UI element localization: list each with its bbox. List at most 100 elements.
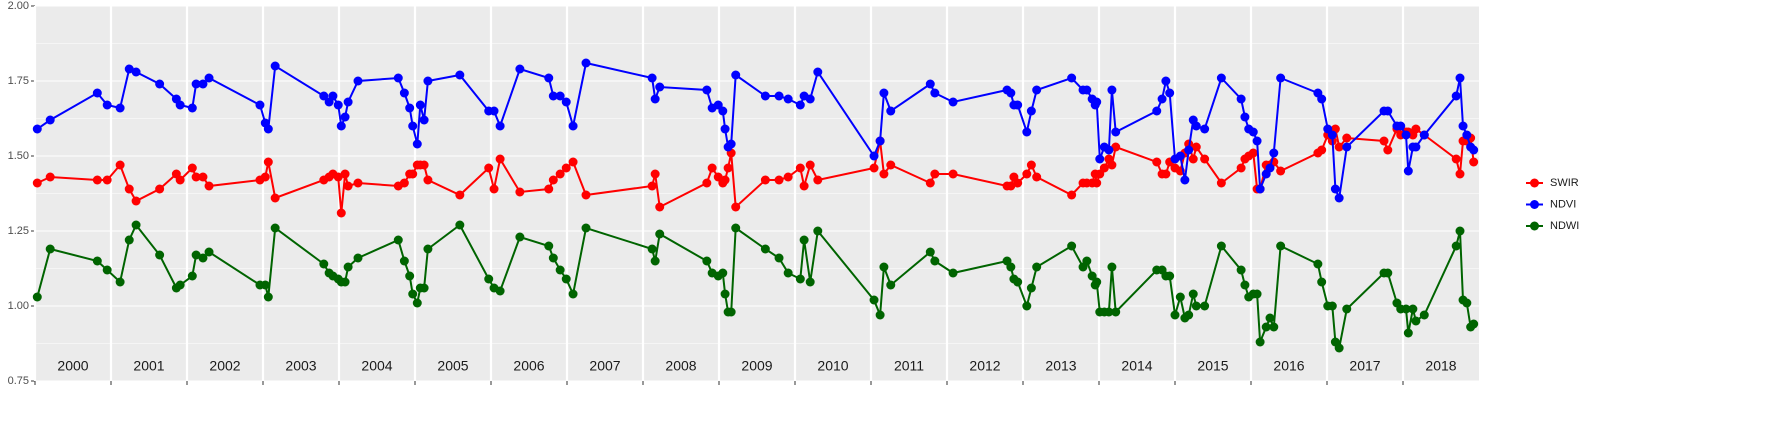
data-point xyxy=(260,280,270,290)
data-point xyxy=(1107,262,1117,272)
data-point xyxy=(393,235,403,245)
data-point xyxy=(399,256,409,266)
data-point xyxy=(720,124,730,134)
data-point xyxy=(1330,184,1340,194)
data-point xyxy=(115,277,125,287)
data-point xyxy=(1175,292,1185,302)
data-point xyxy=(1269,148,1279,158)
data-point xyxy=(930,256,940,266)
data-point xyxy=(405,271,415,281)
data-point xyxy=(92,88,102,98)
data-point xyxy=(1184,145,1194,155)
data-point xyxy=(343,97,353,107)
data-point xyxy=(1188,154,1198,164)
data-point xyxy=(707,163,717,173)
data-point xyxy=(1455,73,1465,83)
data-point xyxy=(102,100,112,110)
data-point xyxy=(1200,124,1210,134)
data-point xyxy=(799,181,809,191)
data-point xyxy=(353,253,363,263)
data-point xyxy=(1327,301,1337,311)
legend-key-point xyxy=(1530,178,1539,188)
year-label: 2003 xyxy=(285,358,316,374)
data-point xyxy=(1026,283,1036,293)
data-point xyxy=(419,115,429,125)
data-point xyxy=(191,172,201,182)
data-point xyxy=(1188,289,1198,299)
year-label: 2005 xyxy=(437,358,468,374)
data-point xyxy=(647,181,657,191)
year-label: 2013 xyxy=(1045,358,1076,374)
data-point xyxy=(408,169,418,179)
data-point xyxy=(1170,310,1180,320)
data-point xyxy=(1013,277,1023,287)
data-point xyxy=(1184,310,1194,320)
data-point xyxy=(175,175,185,185)
data-point xyxy=(1216,178,1226,188)
data-point xyxy=(399,88,409,98)
data-point xyxy=(1419,130,1429,140)
data-point xyxy=(813,67,823,77)
data-point xyxy=(1216,73,1226,83)
data-point xyxy=(1265,163,1275,173)
data-point xyxy=(544,73,554,83)
data-point xyxy=(948,268,958,278)
data-point xyxy=(393,73,403,83)
data-point xyxy=(925,247,935,257)
data-point xyxy=(1067,190,1077,200)
data-point xyxy=(650,256,660,266)
data-point xyxy=(1152,157,1162,167)
data-point xyxy=(1248,148,1258,158)
data-point xyxy=(879,169,889,179)
data-point xyxy=(340,277,350,287)
data-point xyxy=(204,181,214,191)
data-point xyxy=(1458,121,1468,131)
data-point xyxy=(1095,154,1105,164)
data-point xyxy=(655,82,665,92)
data-point xyxy=(408,289,418,299)
data-point xyxy=(343,181,353,191)
data-point xyxy=(555,265,565,275)
year-label: 2014 xyxy=(1121,358,1152,374)
data-point xyxy=(1161,169,1171,179)
data-point xyxy=(1455,226,1465,236)
data-point xyxy=(1191,121,1201,131)
data-point xyxy=(869,163,879,173)
y-tick-label: 2.00 xyxy=(8,0,29,12)
data-point xyxy=(455,190,465,200)
data-point xyxy=(191,79,201,89)
data-point xyxy=(1032,172,1042,182)
data-point xyxy=(1255,184,1265,194)
data-point xyxy=(655,202,665,212)
data-point xyxy=(1006,181,1016,191)
data-point xyxy=(319,91,329,101)
data-point xyxy=(1419,310,1429,320)
data-point xyxy=(555,169,565,179)
data-point xyxy=(795,163,805,173)
data-point xyxy=(1334,193,1344,203)
data-point xyxy=(1006,88,1016,98)
data-point xyxy=(1334,142,1344,152)
data-point xyxy=(455,70,465,80)
year-label: 2001 xyxy=(133,358,164,374)
data-point xyxy=(32,178,42,188)
data-point xyxy=(1032,85,1042,95)
data-point xyxy=(124,184,134,194)
data-point xyxy=(1451,241,1461,251)
year-label: 2017 xyxy=(1349,358,1380,374)
year-label: 2006 xyxy=(513,358,544,374)
data-point xyxy=(718,106,728,116)
data-point xyxy=(419,160,429,170)
y-tick-label: 1.00 xyxy=(8,300,29,312)
data-point xyxy=(805,277,815,287)
year-label: 2011 xyxy=(894,358,924,374)
data-point xyxy=(581,190,591,200)
data-point xyxy=(650,94,660,104)
data-point xyxy=(1451,154,1461,164)
data-point xyxy=(795,100,805,110)
data-point xyxy=(1455,169,1465,179)
data-point xyxy=(333,172,343,182)
data-point xyxy=(124,64,134,74)
data-point xyxy=(718,268,728,278)
